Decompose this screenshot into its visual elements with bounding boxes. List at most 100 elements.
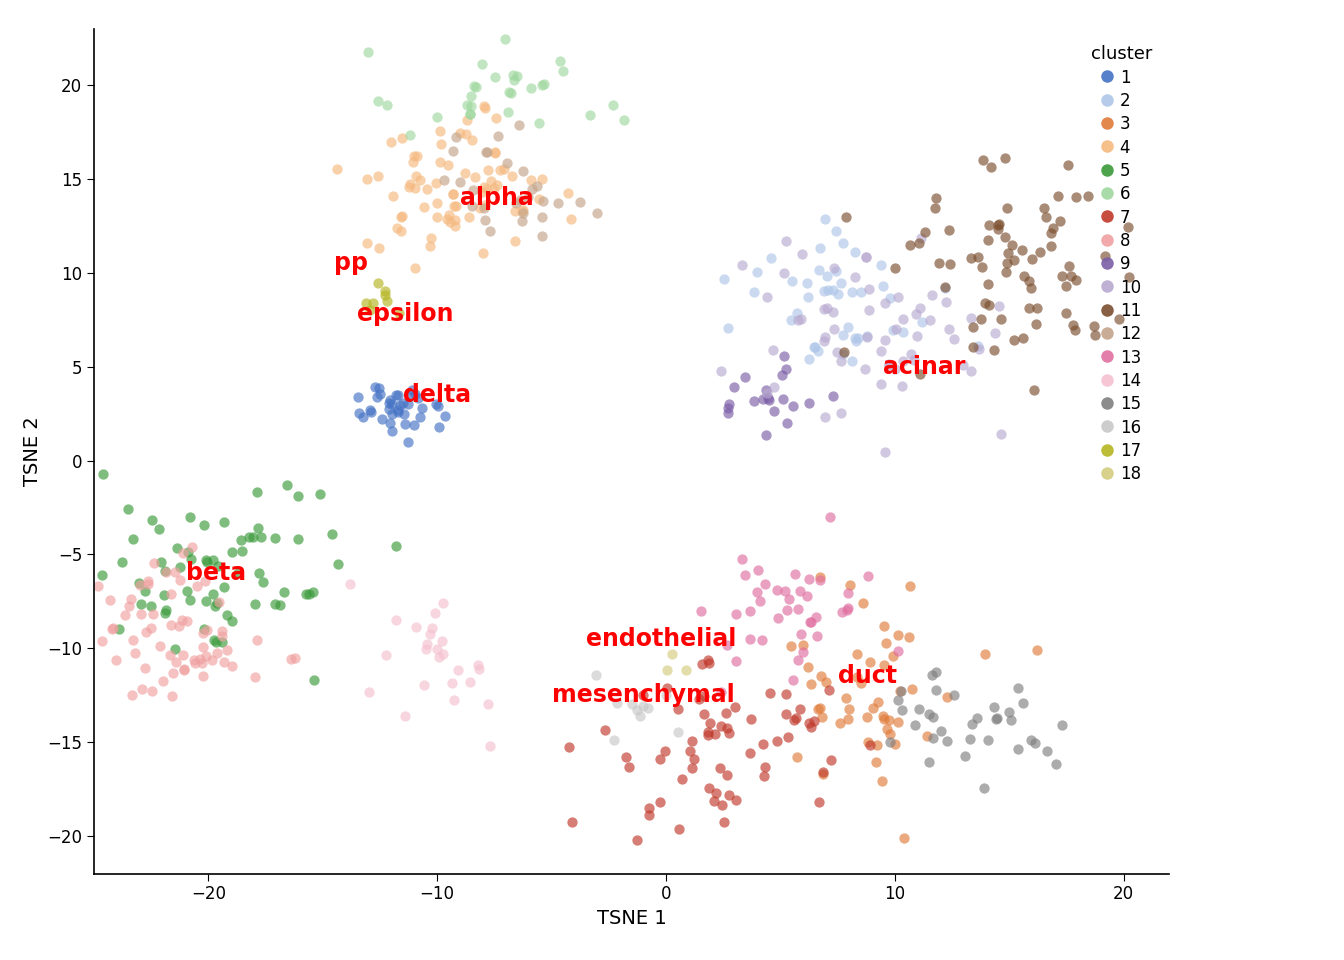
Point bbox=[866, 737, 887, 753]
Point bbox=[387, 402, 409, 418]
Point bbox=[726, 792, 747, 807]
Point bbox=[277, 477, 298, 492]
Point bbox=[481, 174, 503, 189]
Point bbox=[891, 378, 913, 394]
Point bbox=[448, 662, 469, 678]
Point bbox=[855, 361, 876, 376]
Point bbox=[910, 230, 931, 246]
Point bbox=[855, 250, 876, 265]
Point bbox=[731, 551, 753, 566]
Point bbox=[887, 714, 909, 730]
Point bbox=[468, 658, 489, 673]
Point bbox=[180, 551, 202, 566]
Point bbox=[399, 177, 421, 192]
Point bbox=[938, 322, 960, 337]
Point bbox=[613, 112, 634, 128]
Point bbox=[458, 209, 480, 225]
Point bbox=[560, 814, 582, 829]
Point bbox=[517, 189, 539, 204]
Point bbox=[688, 691, 710, 707]
Point bbox=[386, 387, 407, 402]
Point bbox=[778, 591, 800, 607]
Point bbox=[547, 196, 569, 211]
Point bbox=[887, 627, 909, 642]
Point bbox=[870, 257, 891, 273]
Point bbox=[840, 578, 862, 593]
Point bbox=[816, 674, 837, 689]
Point bbox=[934, 279, 956, 295]
Point bbox=[823, 260, 844, 276]
Point bbox=[137, 577, 159, 592]
Point bbox=[837, 600, 859, 615]
Point bbox=[943, 331, 965, 347]
Point bbox=[1013, 268, 1035, 283]
Point bbox=[1066, 189, 1087, 204]
Point bbox=[130, 606, 152, 621]
Point bbox=[829, 715, 851, 731]
Point bbox=[368, 380, 390, 396]
Point bbox=[403, 149, 425, 164]
Point bbox=[882, 323, 903, 338]
Point bbox=[366, 390, 387, 405]
Point bbox=[966, 250, 988, 265]
Point bbox=[711, 798, 732, 813]
Point bbox=[798, 571, 820, 587]
Point bbox=[870, 343, 891, 358]
Point bbox=[797, 660, 818, 675]
Point bbox=[871, 376, 892, 392]
Point bbox=[874, 444, 895, 460]
Point bbox=[1058, 157, 1079, 173]
Point bbox=[211, 624, 233, 639]
Point bbox=[211, 635, 233, 650]
Point bbox=[161, 688, 183, 704]
Point bbox=[203, 587, 224, 602]
Point bbox=[192, 669, 214, 684]
Point bbox=[683, 752, 704, 767]
Point bbox=[1007, 680, 1028, 695]
Point bbox=[887, 692, 909, 708]
Point bbox=[879, 291, 900, 306]
Point bbox=[1062, 317, 1083, 332]
Point bbox=[696, 725, 718, 740]
Point bbox=[296, 587, 317, 602]
Point bbox=[270, 597, 292, 612]
Point bbox=[558, 185, 579, 201]
Point bbox=[410, 410, 431, 425]
Point bbox=[1044, 756, 1066, 772]
Point bbox=[938, 222, 960, 237]
Point bbox=[747, 563, 769, 578]
Point bbox=[844, 330, 866, 346]
Point bbox=[703, 793, 724, 808]
Point bbox=[458, 106, 480, 121]
Point bbox=[136, 624, 157, 639]
Point bbox=[140, 620, 161, 636]
Point bbox=[512, 205, 534, 221]
Point bbox=[521, 181, 543, 197]
Point bbox=[253, 574, 274, 589]
Point bbox=[874, 711, 895, 727]
Point bbox=[827, 344, 848, 359]
Point bbox=[749, 593, 770, 609]
Point bbox=[978, 218, 1000, 233]
Point bbox=[284, 651, 305, 666]
Point bbox=[405, 387, 426, 402]
Point bbox=[99, 592, 121, 608]
Point bbox=[425, 606, 446, 621]
Point bbox=[144, 556, 165, 571]
Point bbox=[925, 682, 946, 697]
Point bbox=[304, 672, 325, 687]
Point bbox=[852, 595, 874, 611]
Point bbox=[399, 127, 421, 142]
Point bbox=[413, 677, 434, 692]
Point bbox=[656, 662, 677, 678]
Point bbox=[813, 301, 835, 317]
Point bbox=[626, 832, 648, 848]
Point bbox=[719, 787, 741, 803]
Point bbox=[739, 746, 761, 761]
Point bbox=[176, 613, 198, 629]
Point bbox=[202, 652, 223, 667]
Point bbox=[472, 184, 493, 200]
Point bbox=[680, 743, 702, 758]
Point bbox=[832, 327, 853, 343]
Point bbox=[91, 633, 113, 648]
